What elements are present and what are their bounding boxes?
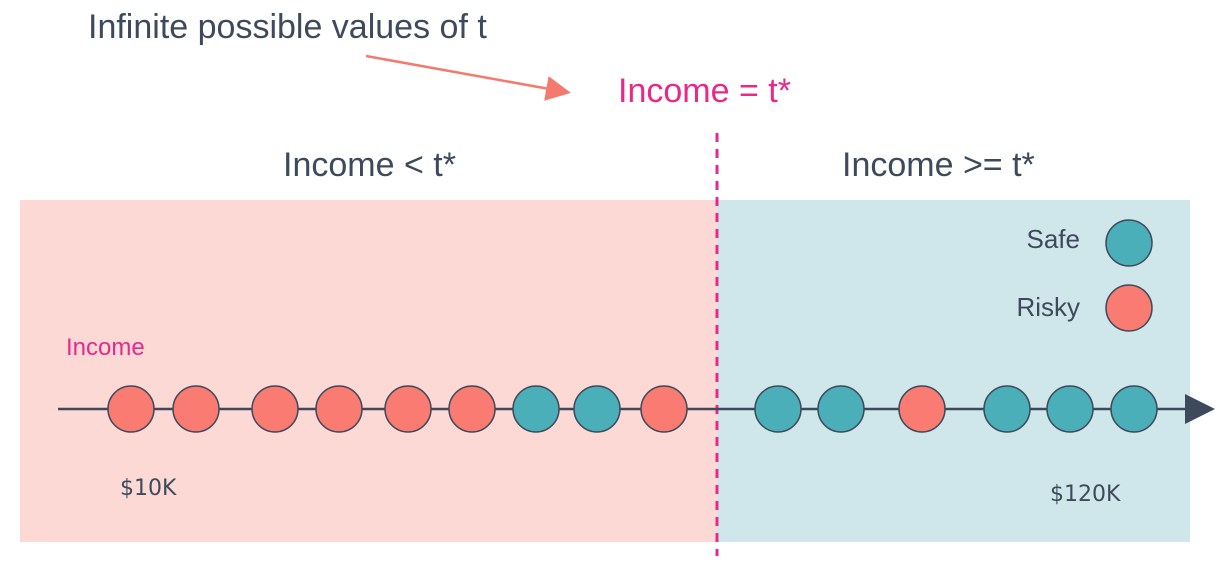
point-risky: [315, 385, 363, 433]
axis-min-label: $10K: [120, 476, 177, 501]
point-safe: [1110, 385, 1158, 433]
legend-safe-label: Safe: [1026, 224, 1081, 254]
point-risky: [640, 385, 688, 433]
diagram-title: Infinite possible values of t: [88, 8, 487, 46]
axis-label: Income: [66, 334, 145, 361]
point-risky: [107, 385, 155, 433]
region-below-threshold: [20, 200, 717, 542]
axis-max-label: $120K: [1050, 482, 1121, 507]
point-risky: [448, 385, 496, 433]
point-safe: [573, 385, 621, 433]
point-safe: [754, 385, 802, 433]
point-safe: [1046, 385, 1094, 433]
right-region-label: Income >= t*: [842, 146, 1035, 184]
point-risky: [384, 385, 432, 433]
point-safe: [817, 385, 865, 433]
point-risky: [251, 385, 299, 433]
point-risky: [898, 385, 946, 433]
data-points: [107, 385, 1158, 433]
point-safe: [512, 385, 560, 433]
threshold-label: Income = t*: [618, 72, 791, 110]
legend-risky-marker: [1105, 284, 1153, 332]
pointer-arrow: [365, 54, 571, 101]
point-risky: [172, 385, 220, 433]
legend-safe-marker: [1105, 219, 1153, 267]
legend-risky-label: Risky: [1016, 292, 1080, 322]
point-safe: [983, 385, 1031, 433]
left-region-label: Income < t*: [283, 146, 456, 184]
